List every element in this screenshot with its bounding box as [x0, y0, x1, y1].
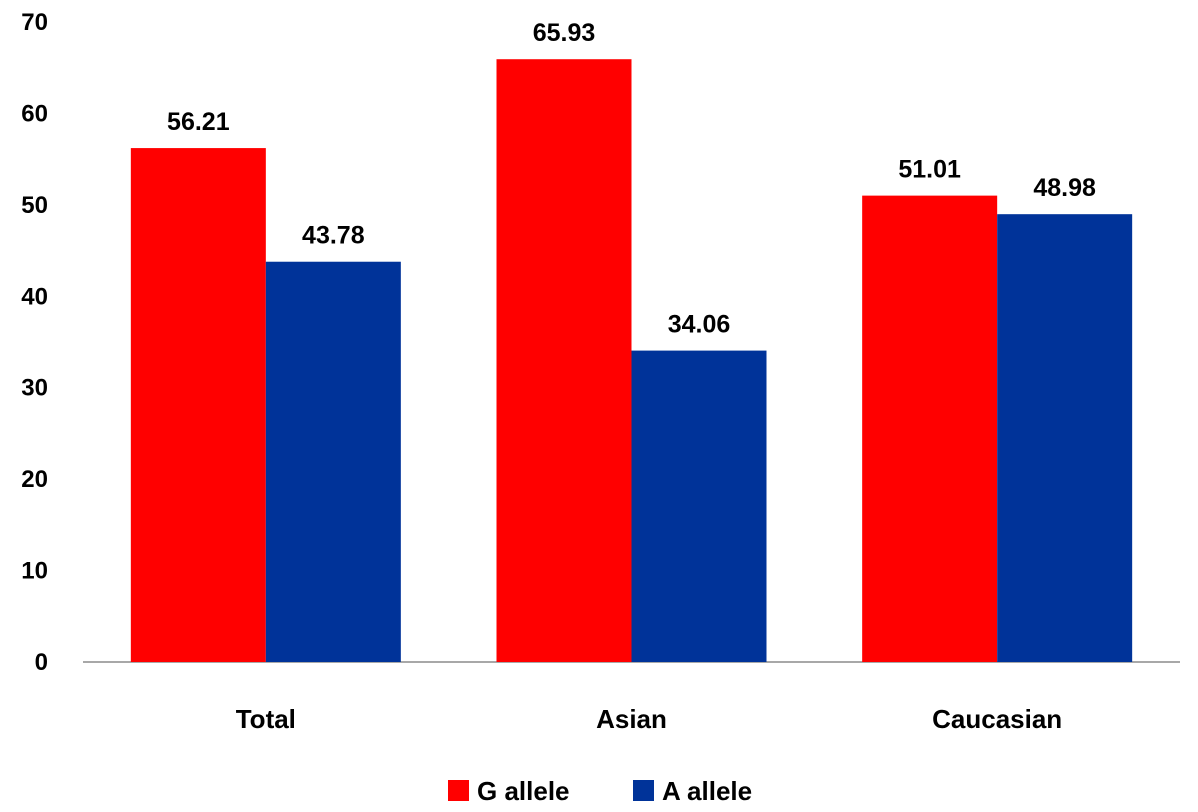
bar-value-label: 48.98 [1033, 174, 1096, 202]
bar-a-allele-total [265, 261, 401, 662]
bar-a-allele-caucasian [997, 214, 1133, 662]
y-tick-label: 50 [21, 192, 48, 219]
y-tick-label: 40 [21, 283, 48, 310]
legend: G allele A allele [448, 776, 752, 806]
bar-g-allele-caucasian [862, 195, 998, 662]
legend-label: G allele [477, 776, 570, 806]
bar-value-label: 65.93 [533, 19, 596, 47]
bar-value-label: 56.21 [167, 108, 230, 136]
bar-value-labels: 56.21 43.78 65.93 34.06 51.01 48.98 [167, 19, 1096, 338]
legend-label: A allele [662, 776, 752, 806]
y-tick-label: 60 [21, 100, 48, 127]
y-tick-label: 20 [21, 466, 48, 493]
legend-swatch [448, 780, 469, 801]
x-tick-label: Asian [596, 704, 667, 734]
y-tick-label: 70 [21, 9, 48, 36]
legend-swatch [633, 780, 654, 801]
y-tick-label: 0 [35, 649, 48, 676]
bar-g-allele-asian [496, 59, 632, 663]
bar-value-label: 34.06 [668, 311, 731, 339]
bar-a-allele-asian [631, 350, 767, 662]
x-tick-label: Total [236, 704, 296, 734]
bars [130, 59, 1133, 663]
x-axis-ticks: Total Asian Caucasian [236, 704, 1062, 734]
bar-g-allele-total [130, 148, 266, 662]
x-tick-label: Caucasian [932, 704, 1062, 734]
bar-value-label: 51.01 [898, 156, 961, 184]
y-tick-label: 10 [21, 558, 48, 585]
y-axis-ticks: 0 10 20 30 40 50 60 70 [21, 9, 48, 676]
y-tick-label: 30 [21, 375, 48, 402]
bar-value-label: 43.78 [302, 222, 365, 250]
